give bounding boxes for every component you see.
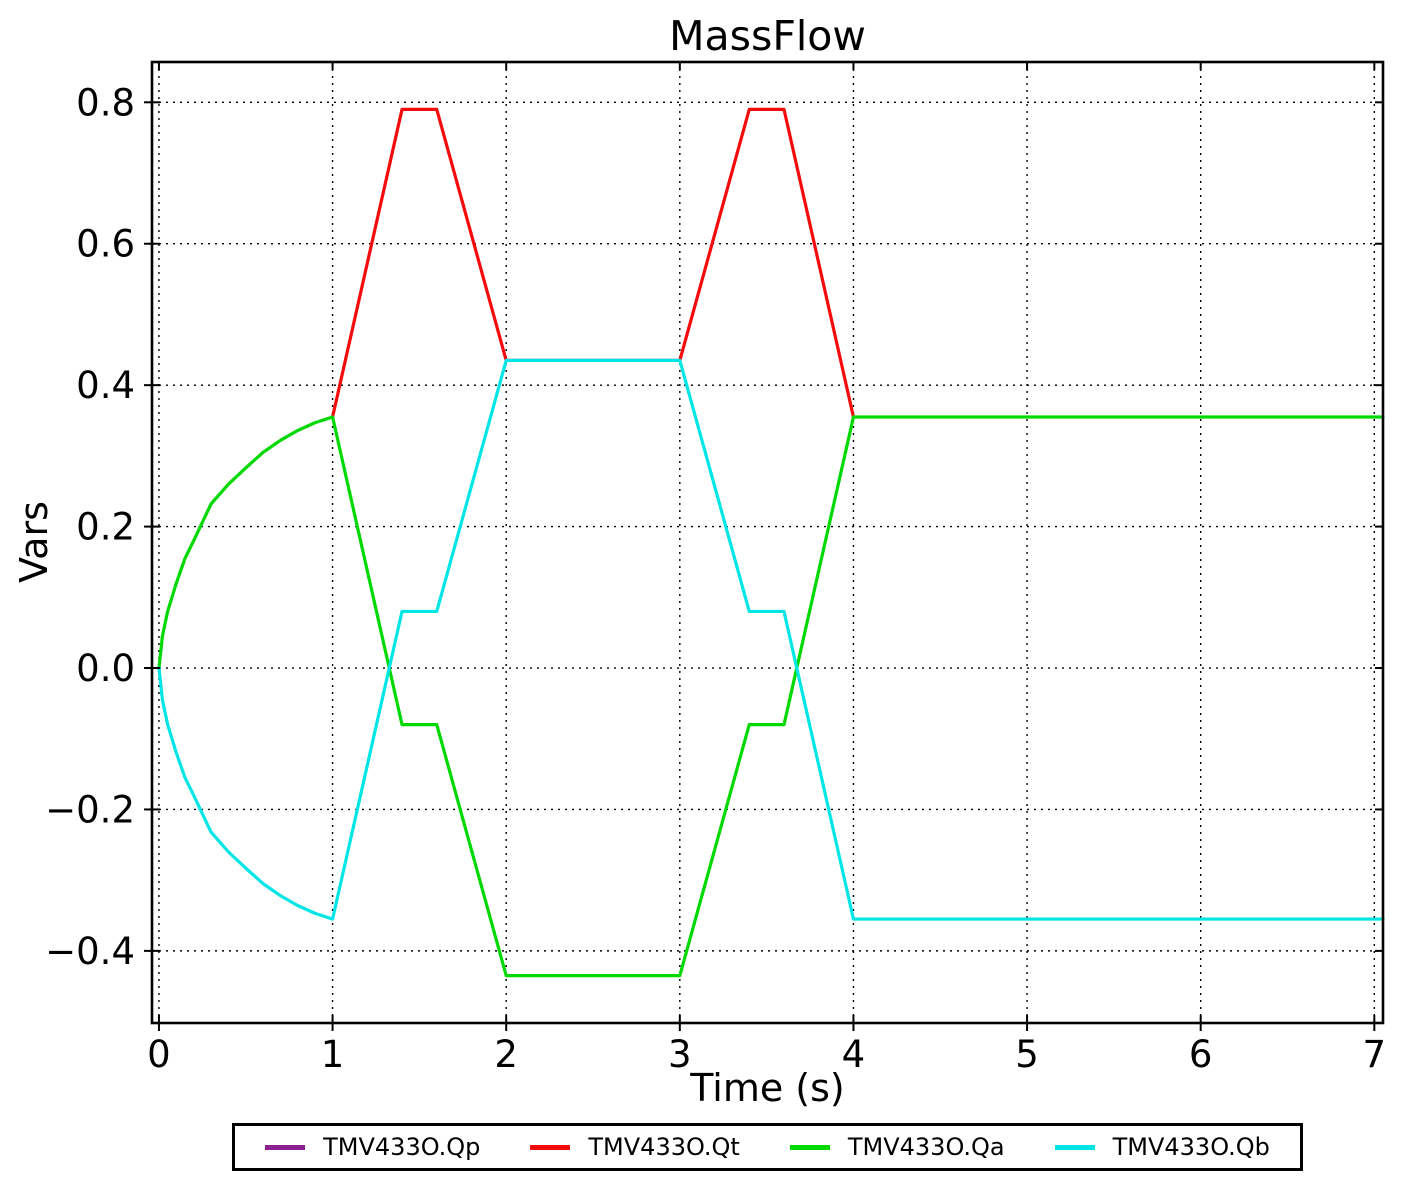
x-tick-label: 1	[321, 1033, 345, 1076]
legend-label: TMV433O.Qb	[1112, 1133, 1270, 1161]
x-tick-label: 2	[494, 1033, 518, 1076]
x-axis-label: Time (s)	[690, 1066, 845, 1110]
chart-title: MassFlow	[669, 12, 866, 60]
legend-item-TMV433O.Qb: TMV433O.Qb	[1054, 1133, 1270, 1161]
legend-item-TMV433O.Qa: TMV433O.Qa	[789, 1133, 1005, 1161]
x-tick-label: 0	[147, 1033, 171, 1076]
series-line-TMV433O.Qt	[330, 107, 856, 419]
legend-label: TMV433O.Qp	[323, 1133, 481, 1161]
series-line-TMV433O.Qa	[157, 415, 1385, 978]
legend-swatch-icon	[265, 1144, 306, 1150]
legend: TMV433O.Qp TMV433O.Qt TMV433O.Qa TMV433O.Qb	[152, 1123, 1383, 1171]
y-axis-label: Vars	[12, 501, 56, 583]
x-tick-label: 4	[842, 1033, 866, 1076]
y-tick-label: 0.4	[76, 364, 135, 407]
y-tick-label: −0.2	[45, 788, 135, 831]
x-tick-label: 7	[1363, 1033, 1387, 1076]
legend-swatch-icon	[1054, 1144, 1095, 1150]
legend-swatch-icon	[530, 1144, 571, 1150]
plot-border	[150, 60, 1385, 1025]
y-tick-label: 0.2	[76, 506, 135, 549]
legend-label: TMV433O.Qt	[588, 1133, 740, 1161]
legend-item-TMV433O.Qp: TMV433O.Qp	[265, 1133, 480, 1161]
legend-box: TMV433O.Qp TMV433O.Qt TMV433O.Qa TMV433O.Qb	[232, 1123, 1303, 1171]
x-tick-label: 5	[1015, 1033, 1039, 1076]
y-tick-label: 0.0	[76, 647, 135, 690]
legend-item-TMV433O.Qt: TMV433O.Qt	[530, 1133, 740, 1161]
legend-swatch-icon	[789, 1144, 830, 1150]
y-tick-label: 0.6	[76, 223, 135, 266]
series-line-TMV433O.Qb	[157, 358, 1385, 921]
x-tick-label: 3	[668, 1033, 692, 1076]
legend-label: TMV433O.Qa	[847, 1133, 1005, 1161]
y-tick-label: −0.4	[45, 930, 135, 973]
y-tick-label: 0.8	[76, 81, 135, 124]
x-tick-label: 6	[1189, 1033, 1213, 1076]
